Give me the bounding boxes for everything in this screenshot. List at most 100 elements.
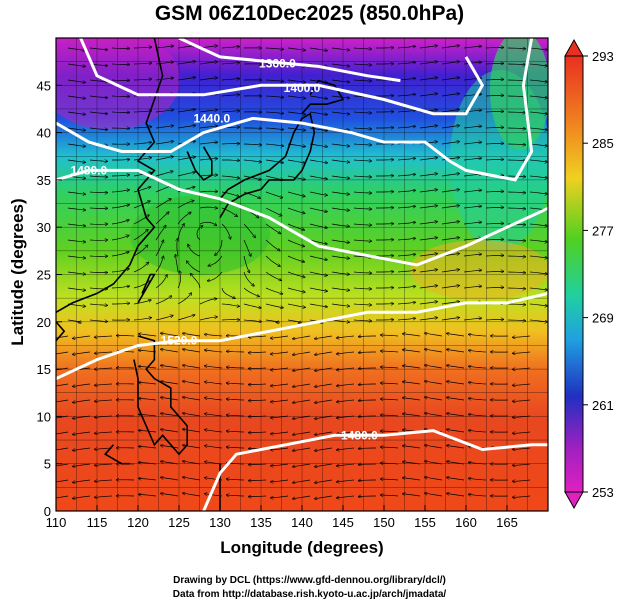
streamline: [249, 432, 267, 433]
streamline: [73, 335, 91, 339]
streamline: [469, 398, 487, 400]
streamline: [513, 464, 531, 465]
streamline: [381, 495, 399, 496]
streamline: [485, 223, 504, 224]
streamline: [331, 207, 349, 210]
streamline: [133, 111, 152, 112]
colorbar-ticks: 293 285 277 269 261 253: [583, 49, 614, 500]
streamline: [205, 382, 223, 385]
streamline: [529, 223, 547, 226]
streamline: [315, 415, 333, 419]
streamline: [139, 398, 157, 401]
streamline: [177, 201, 194, 209]
streamline: [507, 272, 526, 273]
streamline: [221, 95, 239, 96]
streamline: [315, 367, 333, 371]
streamline: [205, 446, 223, 449]
streamline: [155, 199, 171, 209]
streamline: [419, 238, 437, 241]
streamline: [177, 125, 195, 129]
streamline: [155, 46, 173, 49]
streamline: [469, 430, 487, 432]
streamline: [353, 304, 372, 305]
streamline: [447, 397, 465, 401]
streamline: [469, 478, 487, 480]
streamline: [287, 303, 305, 307]
streamline: [529, 63, 547, 66]
streamline: [419, 206, 437, 209]
streamline: [485, 239, 504, 240]
streamline: [287, 255, 304, 262]
streamline: [111, 175, 129, 176]
streamline: [177, 77, 195, 81]
streamline: [139, 478, 157, 481]
streamline: [507, 256, 526, 257]
streamline: [513, 496, 531, 497]
streamline: [293, 335, 311, 339]
streamline: [89, 79, 107, 82]
streamline: [425, 461, 443, 465]
streamline: [331, 159, 349, 162]
streamline: [485, 159, 504, 160]
streamline: [447, 429, 465, 433]
streamline: [507, 208, 526, 209]
streamline: [425, 333, 443, 337]
streamline: [155, 296, 172, 305]
contour-line: [56, 38, 534, 182]
streamline: [447, 461, 465, 465]
streamline: [463, 126, 481, 129]
streamline: [227, 367, 245, 368]
streamline: [353, 288, 372, 289]
streamline: [271, 367, 289, 370]
streamline: [271, 351, 289, 354]
streamline: [227, 479, 245, 480]
streamline: [381, 335, 399, 336]
colorbar-tick-label: 285: [592, 136, 614, 151]
streamline: [331, 175, 349, 178]
streamline: [199, 175, 218, 176]
streamline: [441, 270, 459, 273]
streamline: [463, 238, 481, 241]
streamline: [337, 431, 355, 434]
streamline: [221, 287, 235, 298]
streamline: [513, 368, 531, 369]
streamline: [331, 143, 349, 146]
streamline: [425, 493, 443, 497]
streamline: [331, 223, 349, 227]
colorbar-tick-label: 253: [592, 485, 614, 500]
coastline: [219, 112, 316, 219]
streamline: [56, 415, 69, 419]
streamline: [111, 205, 129, 209]
streamline: [469, 462, 487, 464]
streamline: [425, 397, 443, 401]
streamline: [265, 207, 282, 216]
x-tick-label: 135: [250, 515, 272, 530]
streamline: [513, 352, 531, 353]
x-tick-label: 160: [455, 515, 477, 530]
streamline: [337, 383, 355, 386]
x-tick-label: 110: [46, 515, 67, 530]
streamline: [89, 304, 107, 305]
streamline: [419, 94, 437, 97]
streamline: [403, 414, 421, 417]
streamline: [447, 445, 465, 449]
streamline: [359, 368, 376, 369]
streamline: [139, 494, 157, 497]
streamline: [199, 221, 217, 225]
streamline: [309, 95, 327, 99]
streamline: [73, 479, 91, 483]
contour-label: 1520.0: [161, 334, 198, 348]
streamline: [287, 207, 305, 213]
streamline: [111, 190, 129, 193]
streamline: [133, 63, 152, 64]
streamline: [315, 351, 333, 355]
streamline: [309, 223, 327, 228]
streamline: [507, 304, 526, 305]
streamline: [89, 320, 107, 322]
contour-line: [79, 38, 485, 116]
streamline: [293, 495, 311, 499]
streamline: [403, 398, 421, 401]
streamline: [249, 400, 267, 401]
streamline: [403, 382, 421, 385]
